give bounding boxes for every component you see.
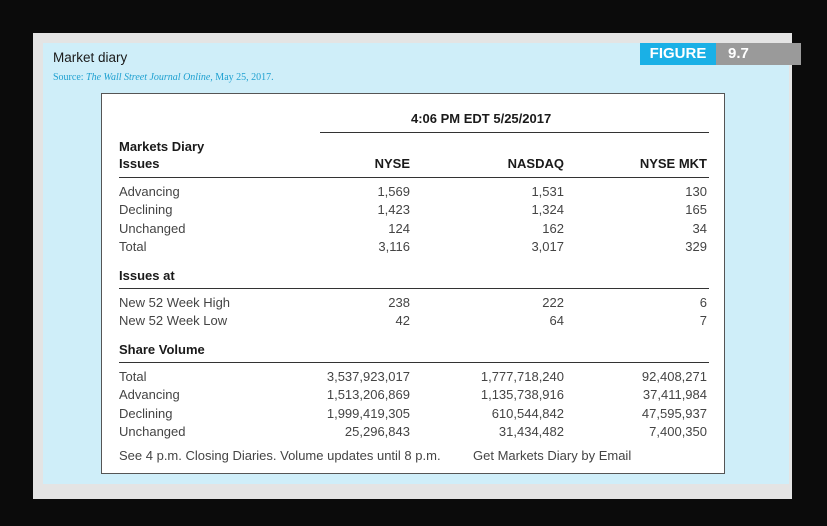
row-label: New 52 Week High [119, 295, 231, 310]
source-prefix: Source: [53, 72, 84, 83]
cell-value: 610,544,842 [491, 406, 564, 421]
cell-value: 3,116 [378, 239, 410, 254]
cell-value: 238 [388, 295, 410, 310]
row-label: Advancing [119, 184, 180, 199]
cell-value: 130 [685, 184, 707, 199]
cell-value: 6 [699, 295, 707, 310]
cell-value: 34 [692, 221, 707, 236]
cell-value: 47,595,937 [641, 406, 707, 421]
market-diary-table: 4:06 PM EDT 5/25/2017 Markets Diary Issu… [101, 93, 725, 474]
cell-value: 7,400,350 [649, 424, 707, 439]
row-label: Total [119, 239, 147, 254]
row-label: Advancing [119, 387, 180, 402]
row-label: New 52 Week Low [119, 313, 228, 328]
section-title-issues: Issues [119, 156, 160, 171]
cell-value: 162 [542, 221, 564, 236]
cell-value: 1,135,738,916 [480, 387, 564, 402]
closing-diaries-link[interactable]: See 4 p.m. Closing Diaries. Volume updat… [119, 448, 441, 463]
cell-value: 165 [685, 202, 707, 217]
cell-value: 329 [685, 239, 707, 254]
cell-value: 1,531 [531, 184, 564, 199]
figure-title: Market diary [53, 50, 128, 65]
cell-value: 92,408,271 [641, 369, 707, 384]
share-volume-rule [119, 362, 709, 363]
cell-value: 37,411,984 [642, 387, 707, 402]
cell-value: 124 [388, 221, 410, 236]
cell-value: 1,999,419,305 [326, 406, 410, 421]
timestamp: 4:06 PM EDT 5/25/2017 [411, 111, 552, 126]
issues-at-rule [119, 288, 709, 289]
row-label: Unchanged [119, 221, 186, 236]
cell-value: 222 [542, 295, 564, 310]
row-label: Declining [119, 406, 173, 421]
cell-value: 1,324 [531, 202, 564, 217]
cell-value: 1,513,206,869 [326, 387, 410, 402]
source-date: May 25, 2017. [215, 72, 274, 83]
row-label: Unchanged [119, 424, 186, 439]
email-diary-link[interactable]: Get Markets Diary by Email [473, 448, 632, 463]
column-header-nasdaq: NASDAQ [507, 156, 564, 171]
cell-value: 31,434,482 [498, 424, 564, 439]
cell-value: 42 [395, 313, 410, 328]
column-header-nyse-mkt: NYSE MKT [639, 156, 707, 171]
header-rule [119, 177, 709, 178]
cell-value: 3,537,923,017 [326, 369, 410, 384]
timestamp-rule [320, 132, 709, 133]
section-title-issues-at: Issues at [119, 268, 175, 283]
section-title-markets-diary: Markets Diary [119, 139, 205, 154]
cell-value: 1,569 [377, 184, 410, 199]
figure-label: FIGURE [640, 43, 716, 65]
section-title-share-volume: Share Volume [119, 342, 205, 357]
cell-value: 64 [549, 313, 564, 328]
cell-value: 1,777,718,240 [480, 369, 564, 384]
row-label: Declining [119, 202, 173, 217]
row-label: Total [119, 369, 147, 384]
figure-badge: FIGURE 9.7 [640, 43, 801, 65]
column-header-nyse: NYSE [374, 156, 410, 171]
source-publication: The Wall Street Journal Online, [86, 72, 213, 83]
cell-value: 1,423 [377, 202, 410, 217]
figure-number: 9.7 [716, 43, 801, 65]
cell-value: 7 [699, 313, 707, 328]
cell-value: 3,017 [531, 239, 564, 254]
figure-source: Source: The Wall Street Journal Online, … [53, 72, 274, 83]
cell-value: 25,296,843 [344, 424, 410, 439]
